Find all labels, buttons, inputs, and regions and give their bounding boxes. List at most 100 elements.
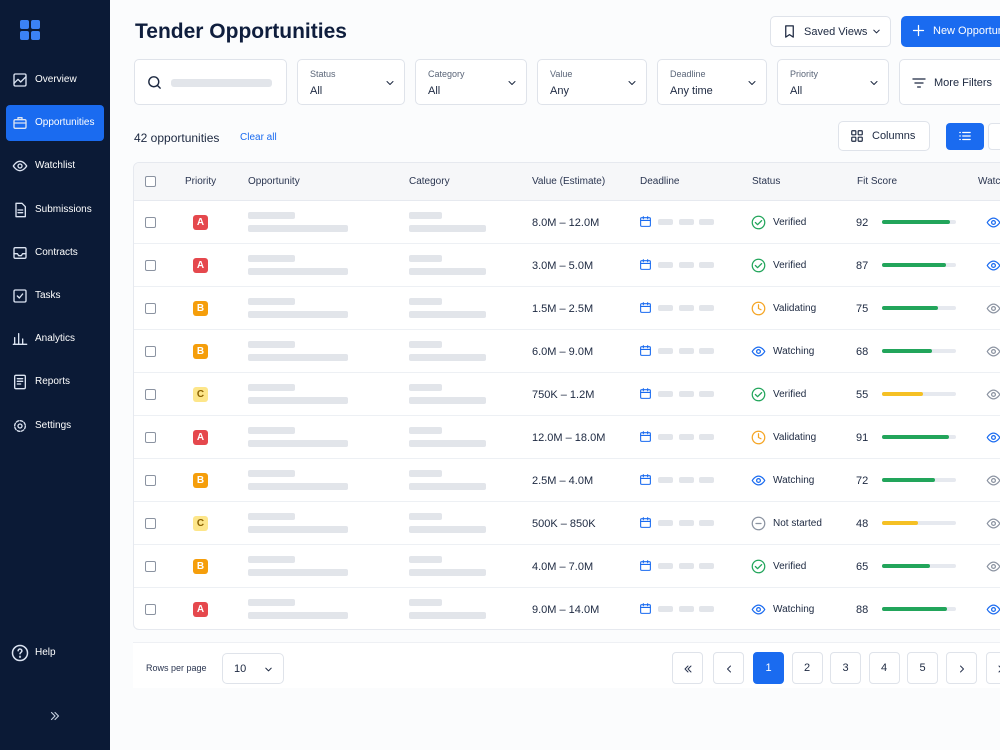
nav-item[interactable]: Submissions — [6, 192, 104, 228]
watch-icon[interactable] — [986, 602, 1000, 617]
prev-page-button[interactable] — [713, 652, 744, 684]
nav-label[interactable]: Settings — [35, 419, 72, 431]
watch-icon[interactable] — [986, 344, 1000, 359]
priority-badge: B — [193, 344, 208, 359]
nav-item[interactable]: Watchlist — [6, 148, 104, 184]
watch-icon[interactable] — [986, 430, 1000, 445]
help-label[interactable]: Help — [35, 647, 56, 658]
row-checkbox[interactable] — [145, 260, 156, 271]
status-label: Watching — [773, 345, 815, 357]
nav-label[interactable]: Analytics — [35, 333, 76, 345]
fit-score: 72 — [856, 474, 869, 487]
nav-label[interactable]: Overview — [35, 74, 77, 85]
column-header: Priority — [185, 176, 217, 187]
page-button[interactable]: 3 — [830, 652, 861, 684]
plus-icon — [912, 24, 925, 37]
opportunity-placeholder — [248, 526, 348, 533]
page-number[interactable]: 1 — [765, 662, 772, 674]
grid-view-toggle[interactable] — [988, 123, 1000, 150]
calendar-icon — [640, 259, 651, 270]
collapse-icon[interactable] — [48, 709, 62, 723]
nav-item[interactable]: Tasks — [6, 278, 104, 314]
page-number[interactable]: 2 — [803, 662, 811, 674]
nav-item[interactable]: Opportunities — [6, 105, 104, 142]
deadline-placeholder — [679, 305, 694, 311]
columns-label[interactable]: Columns — [872, 130, 916, 142]
more-filters-button[interactable]: More Filters — [899, 59, 1000, 105]
filter-dropdown[interactable]: Category All — [415, 59, 527, 105]
nav-help[interactable]: Help — [6, 635, 104, 671]
row-checkbox[interactable] — [145, 432, 156, 443]
deadline-placeholder — [658, 348, 673, 354]
header-checkbox[interactable] — [145, 176, 156, 187]
filter-dropdown[interactable]: Priority All — [777, 59, 889, 105]
status-label: Verified — [773, 259, 807, 271]
nav-label[interactable]: Contracts — [35, 246, 78, 258]
status-icon — [751, 559, 766, 574]
deadline-placeholder — [699, 305, 714, 311]
status-label: Verified — [773, 560, 807, 572]
row-checkbox[interactable] — [145, 389, 156, 400]
new-opportunity-button[interactable]: New Opportunity — [901, 16, 1000, 47]
logo-square — [20, 31, 29, 40]
watch-icon[interactable] — [986, 473, 1000, 488]
filter-dropdown[interactable]: Deadline Any time — [657, 59, 767, 105]
page-number[interactable]: 5 — [919, 662, 926, 674]
new-opportunity-label[interactable]: New Opportunity — [933, 25, 1000, 37]
page-button[interactable]: 2 — [791, 652, 823, 684]
columns-button[interactable]: Columns — [838, 121, 930, 151]
watch-icon[interactable] — [986, 387, 1000, 402]
clear-all-link[interactable]: Clear all — [240, 132, 277, 143]
first-page-button[interactable] — [672, 652, 703, 684]
nav-label[interactable]: Reports — [35, 376, 71, 388]
watch-icon[interactable] — [986, 516, 1000, 531]
watch-icon[interactable] — [986, 301, 1000, 316]
row-checkbox[interactable] — [145, 604, 156, 615]
row-checkbox[interactable] — [145, 303, 156, 314]
rows-per-page-value[interactable]: 10 — [234, 663, 247, 675]
page-number[interactable]: 4 — [880, 662, 888, 674]
nav-item[interactable]: Settings — [6, 408, 104, 444]
filter-dropdown[interactable]: Value Any — [537, 59, 647, 105]
watch-icon[interactable] — [986, 559, 1000, 574]
more-filters-label[interactable]: More Filters — [934, 77, 993, 89]
nav-item[interactable]: Reports — [6, 364, 104, 400]
nav-icon — [14, 419, 26, 432]
row-checkbox[interactable] — [145, 518, 156, 529]
filter-dropdown[interactable]: Status All — [297, 59, 405, 105]
page-button[interactable]: 1 — [753, 652, 784, 684]
watch-icon[interactable] — [986, 215, 1000, 230]
last-page-button[interactable] — [986, 652, 1000, 684]
deadline-placeholder — [699, 348, 714, 354]
watch-icon[interactable] — [986, 258, 1000, 273]
page-button[interactable]: 5 — [907, 652, 938, 684]
row-checkbox[interactable] — [145, 346, 156, 357]
nav-label[interactable]: Submissions — [35, 203, 92, 215]
fit-score: 75 — [856, 302, 869, 315]
deadline-placeholder — [679, 563, 694, 569]
nav-label[interactable]: Tasks — [35, 290, 61, 301]
page-button[interactable]: 4 — [868, 652, 900, 684]
nav-label[interactable]: Watchlist — [35, 160, 76, 172]
nav-item[interactable]: Analytics — [6, 321, 104, 357]
row-checkbox[interactable] — [145, 217, 156, 228]
saved-views-label[interactable]: Saved Views — [804, 26, 868, 38]
search-box[interactable] — [134, 59, 287, 105]
row-checkbox[interactable] — [145, 475, 156, 486]
chevron — [870, 81, 878, 85]
nav-label[interactable]: Opportunities — [35, 117, 95, 129]
nav-item[interactable]: Contracts — [6, 235, 104, 271]
list-view-toggle[interactable] — [946, 123, 984, 150]
row-checkbox[interactable] — [145, 561, 156, 572]
opportunity-placeholder — [248, 612, 348, 619]
status-label: Verified — [773, 216, 807, 228]
page-number[interactable]: 3 — [842, 662, 849, 674]
next-page-button[interactable] — [946, 652, 977, 684]
category-placeholder — [409, 212, 442, 219]
rows-per-page-select[interactable]: 10 — [222, 653, 284, 684]
deadline-placeholder — [679, 477, 694, 483]
nav-item[interactable]: Overview — [6, 62, 104, 98]
bookmark-icon — [785, 25, 794, 38]
value-estimate: 2.5M – 4.0M — [532, 474, 594, 487]
saved-views-button[interactable]: Saved Views — [770, 16, 891, 47]
